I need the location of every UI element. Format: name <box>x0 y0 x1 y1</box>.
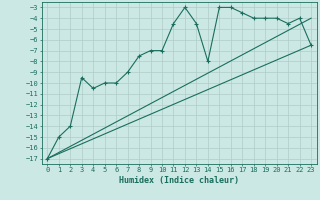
X-axis label: Humidex (Indice chaleur): Humidex (Indice chaleur) <box>119 176 239 185</box>
